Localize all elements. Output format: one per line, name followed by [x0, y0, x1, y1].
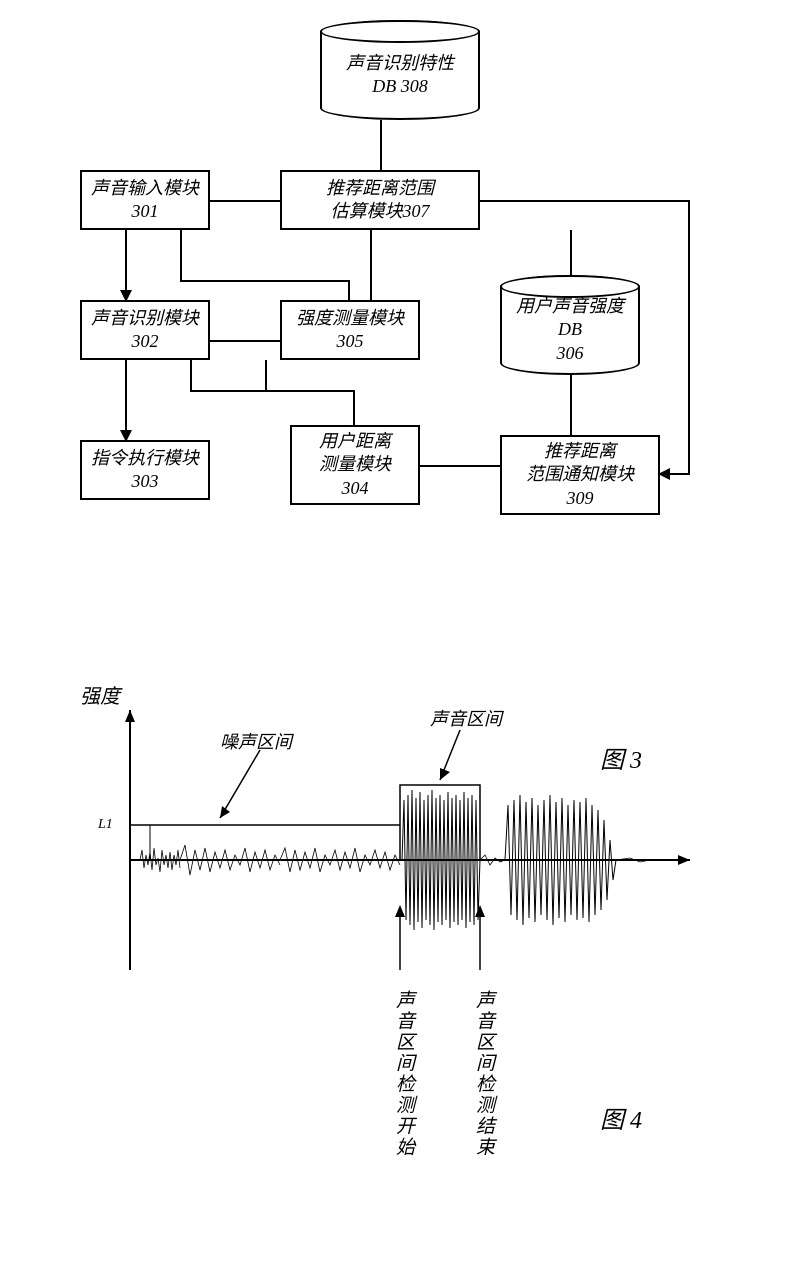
box309-line1: 推荐距离	[506, 440, 654, 463]
box-303: 指令执行模块 303	[80, 440, 210, 500]
box309-line2: 范围通知模块	[506, 463, 654, 486]
l1-label: L1	[98, 817, 113, 833]
figure4-waveform: 强度	[80, 680, 720, 1240]
connector	[125, 360, 127, 440]
box304-line1: 用户距离	[296, 430, 414, 453]
connector	[480, 200, 690, 202]
box307-line2: 估算模块307	[286, 200, 474, 223]
box301-line2: 301	[86, 200, 204, 223]
figure3-diagram: 声音识别特性 DB 308 声音输入模块 301 推荐距离范围 估算模块307 …	[80, 20, 720, 580]
arrow-icon	[120, 430, 132, 442]
db-308: 声音识别特性 DB 308	[320, 20, 480, 120]
box307-line1: 推荐距离范围	[286, 177, 474, 200]
connector	[190, 360, 192, 390]
noise-interval-label: 噪声区间	[220, 728, 292, 754]
box304-line2: 测量模块	[296, 453, 414, 476]
db-306: 用户声音强度 DB 306	[500, 275, 640, 375]
connector	[688, 200, 690, 475]
connector	[353, 390, 355, 425]
y-axis-label: 强度	[80, 680, 120, 709]
connector	[265, 360, 267, 390]
detection-start-label: 声音区间检测开始	[390, 990, 417, 1158]
figure4-label: 图 4	[600, 1100, 642, 1135]
connector	[210, 340, 280, 342]
arrow-icon	[658, 468, 670, 480]
box303-line1: 指令执行模块	[86, 447, 204, 470]
connector	[190, 390, 355, 392]
box-302: 声音识别模块 302	[80, 300, 210, 360]
connector	[180, 280, 350, 282]
box305-line1: 强度测量模块	[286, 307, 414, 330]
connector	[420, 465, 500, 467]
box-307: 推荐距离范围 估算模块307	[280, 170, 480, 230]
box309-line3: 309	[506, 487, 654, 510]
db308-line1: 声音识别特性	[322, 52, 478, 75]
box305-line2: 305	[286, 330, 414, 353]
box301-line1: 声音输入模块	[86, 177, 204, 200]
box-309: 推荐距离 范围通知模块 309	[500, 435, 660, 515]
box-305: 强度测量模块 305	[280, 300, 420, 360]
connector	[370, 230, 372, 300]
waveform-svg	[120, 710, 700, 990]
box303-line2: 303	[86, 470, 204, 493]
detection-end-label: 声音区间检测结束	[470, 990, 497, 1158]
connector	[210, 200, 280, 202]
box-301: 声音输入模块 301	[80, 170, 210, 230]
db308-line2: DB 308	[322, 75, 478, 98]
box302-line1: 声音识别模块	[86, 307, 204, 330]
connector	[180, 230, 182, 280]
db306-line1: 用户声音强度	[502, 295, 638, 318]
box304-line3: 304	[296, 477, 414, 500]
box302-line2: 302	[86, 330, 204, 353]
arrow-icon	[120, 290, 132, 302]
connector	[570, 230, 572, 275]
connector	[570, 375, 572, 435]
connector	[348, 280, 350, 300]
box-304: 用户距离 测量模块 304	[290, 425, 420, 505]
db306-line2: DB	[502, 318, 638, 341]
connector	[380, 120, 382, 170]
db306-line3: 306	[502, 342, 638, 365]
sound-interval-label: 声音区间	[430, 705, 502, 731]
